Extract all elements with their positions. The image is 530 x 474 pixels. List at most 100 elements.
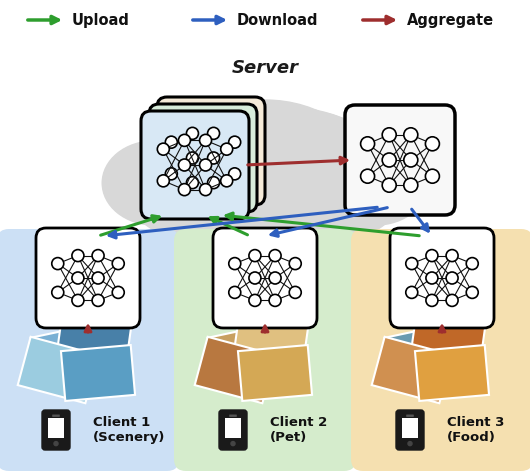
Circle shape (269, 272, 281, 284)
FancyBboxPatch shape (149, 104, 257, 212)
Circle shape (187, 177, 198, 189)
Circle shape (228, 168, 241, 180)
FancyBboxPatch shape (48, 419, 64, 438)
Circle shape (157, 143, 169, 155)
Circle shape (237, 161, 249, 173)
Circle shape (382, 128, 396, 142)
Circle shape (187, 128, 198, 139)
Text: Upload: Upload (72, 12, 130, 27)
FancyBboxPatch shape (174, 229, 356, 471)
Circle shape (446, 250, 458, 262)
Circle shape (179, 134, 190, 146)
Ellipse shape (234, 152, 352, 248)
Circle shape (165, 136, 178, 148)
FancyBboxPatch shape (345, 105, 455, 215)
Circle shape (289, 257, 301, 270)
Ellipse shape (178, 153, 307, 253)
Circle shape (382, 153, 396, 167)
FancyBboxPatch shape (141, 111, 249, 219)
Bar (415, 345, 489, 401)
Circle shape (220, 175, 233, 187)
FancyBboxPatch shape (229, 415, 237, 417)
Circle shape (195, 120, 207, 132)
Circle shape (269, 294, 281, 306)
Ellipse shape (102, 141, 206, 225)
Circle shape (220, 143, 233, 155)
Circle shape (52, 286, 64, 299)
Circle shape (72, 250, 84, 262)
Circle shape (200, 183, 211, 196)
Circle shape (179, 159, 190, 171)
Circle shape (237, 129, 249, 141)
FancyBboxPatch shape (406, 415, 414, 417)
Circle shape (216, 120, 227, 132)
Circle shape (404, 153, 418, 167)
Circle shape (187, 152, 198, 164)
Bar (61, 345, 135, 401)
Ellipse shape (145, 120, 385, 240)
Circle shape (216, 170, 227, 182)
FancyBboxPatch shape (390, 228, 494, 328)
Circle shape (426, 169, 439, 183)
Circle shape (92, 250, 104, 262)
Ellipse shape (151, 105, 379, 205)
Circle shape (446, 272, 458, 284)
Circle shape (408, 442, 412, 446)
Bar (232, 318, 308, 377)
Circle shape (426, 272, 438, 284)
FancyBboxPatch shape (396, 410, 424, 450)
Ellipse shape (163, 100, 367, 250)
Bar (238, 345, 312, 401)
Circle shape (360, 137, 375, 151)
Circle shape (426, 294, 438, 306)
Text: Server: Server (232, 59, 298, 77)
Circle shape (92, 272, 104, 284)
Circle shape (200, 159, 211, 171)
Bar (55, 318, 131, 377)
Circle shape (426, 250, 438, 262)
Circle shape (231, 442, 235, 446)
Ellipse shape (324, 141, 428, 225)
Bar (208, 323, 286, 387)
Circle shape (208, 128, 219, 139)
Circle shape (404, 128, 418, 142)
Circle shape (466, 286, 478, 299)
Circle shape (52, 257, 64, 270)
FancyBboxPatch shape (36, 228, 140, 328)
Circle shape (289, 286, 301, 299)
Circle shape (229, 257, 241, 270)
Circle shape (92, 294, 104, 306)
Circle shape (195, 170, 207, 182)
Circle shape (72, 272, 84, 284)
FancyBboxPatch shape (42, 410, 70, 450)
Circle shape (406, 286, 418, 299)
Circle shape (54, 442, 58, 446)
Circle shape (179, 183, 190, 196)
Bar (17, 337, 98, 403)
Ellipse shape (125, 125, 265, 241)
Bar (31, 323, 109, 387)
Circle shape (200, 134, 211, 146)
Circle shape (208, 152, 219, 164)
FancyBboxPatch shape (351, 229, 530, 471)
Circle shape (249, 250, 261, 262)
Ellipse shape (265, 125, 405, 241)
Circle shape (360, 169, 375, 183)
Bar (372, 337, 452, 403)
Circle shape (195, 145, 207, 157)
Text: Aggregate: Aggregate (407, 12, 494, 27)
Circle shape (112, 286, 124, 299)
Circle shape (173, 129, 185, 141)
Circle shape (229, 286, 241, 299)
Ellipse shape (235, 111, 376, 215)
Ellipse shape (154, 105, 302, 209)
FancyBboxPatch shape (225, 419, 241, 438)
Text: Client 2
(Pet): Client 2 (Pet) (270, 416, 327, 444)
Circle shape (269, 250, 281, 262)
Circle shape (446, 294, 458, 306)
Circle shape (208, 177, 219, 189)
Text: Client 1
(Scenery): Client 1 (Scenery) (93, 416, 165, 444)
Circle shape (72, 294, 84, 306)
Circle shape (216, 145, 227, 157)
Bar (409, 318, 485, 377)
